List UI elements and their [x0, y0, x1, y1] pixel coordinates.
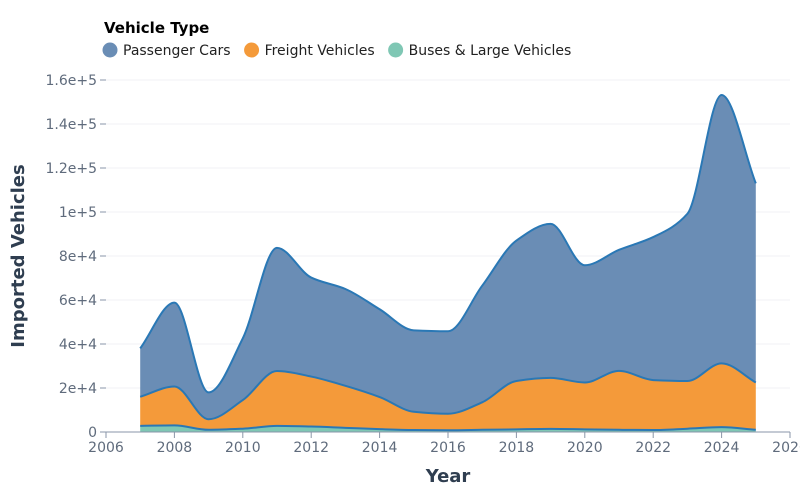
y-tick-label: 1.6e+5 — [45, 73, 97, 89]
area-line-passenger-cars — [139, 93, 757, 394]
legend-swatch-freight-vehicles — [244, 42, 260, 58]
x-tick-label: 2016 — [430, 440, 466, 456]
legend: Vehicle Type Passenger Cars Freight Vehic… — [102, 19, 572, 59]
x-tick-label: 2012 — [293, 440, 329, 456]
y-tick-label: 2e+4 — [59, 381, 97, 397]
x-ticks: 2006 2008 2010 2012 2014 2016 2018 2020 2022 2024… — [88, 432, 800, 456]
grid-lines — [106, 79, 790, 389]
x-axis-title: Year — [425, 466, 471, 487]
y-tick-label: 1.4e+5 — [45, 117, 97, 133]
legend-label-passenger-cars: Passenger Cars — [123, 43, 231, 59]
x-tick-label: 2018 — [499, 440, 535, 456]
area-line-freight-vehicles — [139, 362, 757, 421]
legend-swatch-buses-large-vehicles — [388, 42, 404, 58]
y-axis-title: Imported Vehicles — [8, 164, 29, 347]
area-layers — [139, 93, 757, 432]
y-tick-label: 4e+4 — [59, 337, 97, 353]
area-passenger-cars — [140, 94, 756, 420]
y-tick-label: 6e+4 — [59, 293, 97, 309]
x-tick-label: 2006 — [88, 440, 124, 456]
x-tick-label: 2020 — [567, 440, 603, 456]
x-tick-label: 2022 — [635, 440, 671, 456]
x-tick-label: 2010 — [225, 440, 261, 456]
y-tick-label: 1.2e+5 — [45, 161, 97, 177]
area-line-buses-large-vehicles — [140, 424, 756, 432]
x-tick-label: 2024 — [704, 440, 740, 456]
y-tick-label: 0 — [88, 425, 97, 441]
legend-swatch-passenger-cars — [102, 42, 118, 58]
x-tick-label: 2014 — [362, 440, 398, 456]
legend-label-freight-vehicles: Freight Vehicles — [265, 43, 375, 59]
x-tick-label: 2008 — [157, 440, 193, 456]
y-tick-label: 1e+5 — [59, 205, 97, 221]
y-ticks: 0 2e+4 4e+4 6e+4 8e+4 1e+5 1.2e+5 1.4e+5 1.6e+5 — [45, 73, 106, 441]
y-tick-label: 8e+4 — [59, 249, 97, 265]
legend-label-buses-large-vehicles: Buses & Large Vehicles — [409, 43, 572, 59]
area-freight-vehicles — [140, 363, 756, 431]
x-tick-label: 2026 — [772, 440, 800, 456]
legend-title: Vehicle Type — [104, 19, 209, 37]
